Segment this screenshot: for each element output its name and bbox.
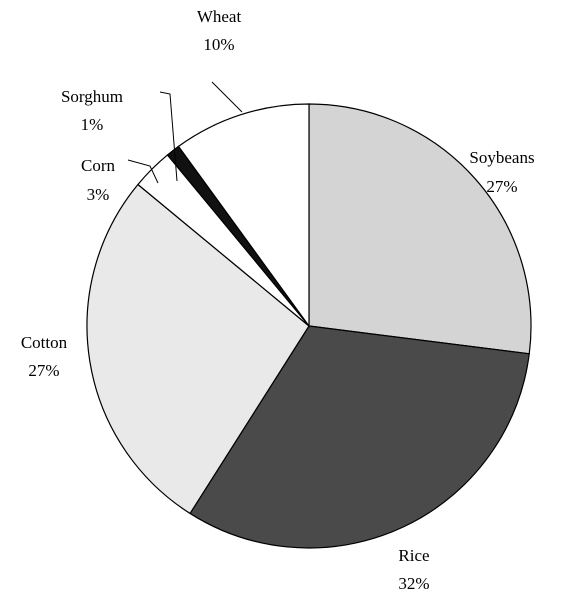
pie-slice [177,103,310,328]
slice-value-label: 32% [398,574,429,593]
slice-value-label: 10% [203,35,234,54]
slice-value-label: 27% [28,361,59,380]
slice-value-label: 1% [81,115,104,134]
slice-value-label: 27% [486,177,517,196]
slice-name: Wheat [197,7,242,26]
slice-name: Soybeans [469,148,534,167]
pie-slice [86,183,310,515]
pie-slice [308,103,532,355]
pie-slice [189,325,530,549]
slice-value-label: 3% [87,185,110,204]
slice-name: Corn [81,156,116,175]
leader-line [159,91,178,182]
slice-name: Sorghum [61,87,123,106]
leader-line [211,81,243,113]
leader-line [127,159,159,184]
slice-name: Cotton [21,333,68,352]
slice-name: Rice [398,546,429,565]
